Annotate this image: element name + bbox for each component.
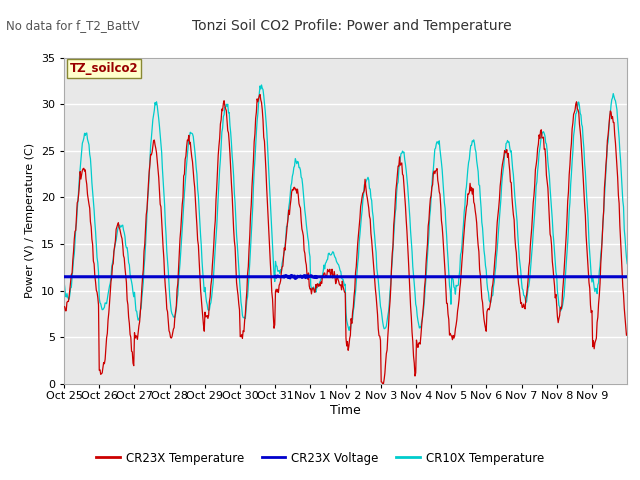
Text: TZ_soilco2: TZ_soilco2 bbox=[70, 62, 138, 75]
X-axis label: Time: Time bbox=[330, 404, 361, 417]
Legend: CR23X Temperature, CR23X Voltage, CR10X Temperature: CR23X Temperature, CR23X Voltage, CR10X … bbox=[92, 447, 548, 469]
Y-axis label: Power (V) / Temperature (C): Power (V) / Temperature (C) bbox=[26, 143, 35, 299]
Text: Tonzi Soil CO2 Profile: Power and Temperature: Tonzi Soil CO2 Profile: Power and Temper… bbox=[192, 19, 512, 33]
Text: No data for f_T2_BattV: No data for f_T2_BattV bbox=[6, 19, 140, 32]
